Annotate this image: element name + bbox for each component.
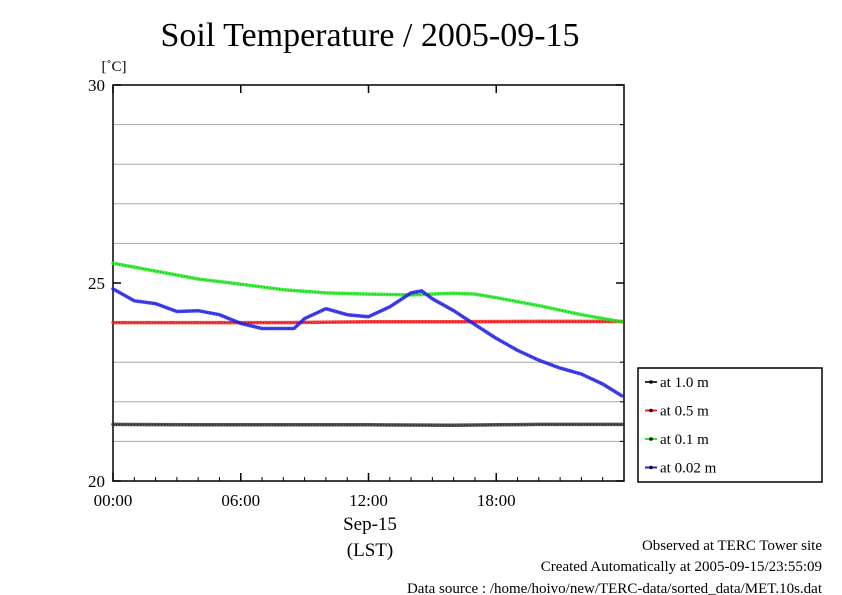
x-axis-label-date: Sep-15 bbox=[343, 514, 397, 535]
legend-label-3: at 0.02 m bbox=[660, 461, 717, 477]
footer-created-time: Created Automatically at 2005-09-15/23:5… bbox=[541, 559, 822, 575]
y-axis-label: [˚C] bbox=[102, 59, 127, 75]
chart-title: Soil Temperature / 2005-09-15 bbox=[160, 17, 579, 54]
series-lines bbox=[111, 261, 624, 427]
legend-marker-2 bbox=[649, 437, 653, 441]
legend-label-0: at 1.0 m bbox=[660, 375, 709, 391]
y-tick-label: 20 bbox=[88, 472, 105, 491]
footer-observed-site: Observed at TERC Tower site bbox=[642, 538, 822, 554]
x-axis-label-unit: (LST) bbox=[347, 540, 393, 561]
legend-marker-1 bbox=[649, 408, 653, 413]
legend: at 1.0 m at 0.5 m at 0.1 m at 0.02 m bbox=[645, 375, 717, 477]
legend-marker-0 bbox=[649, 380, 653, 384]
legend-label-2: at 0.1 m bbox=[660, 432, 709, 448]
x-tick-label: 00:00 bbox=[94, 491, 133, 510]
y-tick-label: 30 bbox=[88, 76, 105, 95]
x-tick-label: 06:00 bbox=[221, 491, 260, 510]
series-line-texture-2 bbox=[112, 262, 623, 323]
legend-box bbox=[637, 367, 823, 483]
series-line-texture-3 bbox=[112, 288, 623, 397]
series-line-3 bbox=[111, 287, 624, 398]
plot-frame bbox=[112, 84, 625, 482]
grid-lines bbox=[113, 124, 624, 442]
series-line-texture-1 bbox=[113, 320, 622, 324]
footer-data-source: Data source : /home/hoivo/new/TERC-data/… bbox=[407, 581, 823, 595]
x-tick-label: 12:00 bbox=[349, 491, 388, 510]
series-line-texture-0 bbox=[112, 423, 622, 426]
x-tick-label: 18:00 bbox=[477, 491, 516, 510]
legend-label-1: at 0.5 m bbox=[660, 404, 709, 420]
series-line-2 bbox=[111, 261, 624, 324]
y-tick-label: 25 bbox=[88, 274, 105, 293]
axis-ticks: 20 25 30 00:00 06:00 12:00 18:00 bbox=[88, 76, 624, 510]
legend-marker-3 bbox=[649, 465, 653, 470]
